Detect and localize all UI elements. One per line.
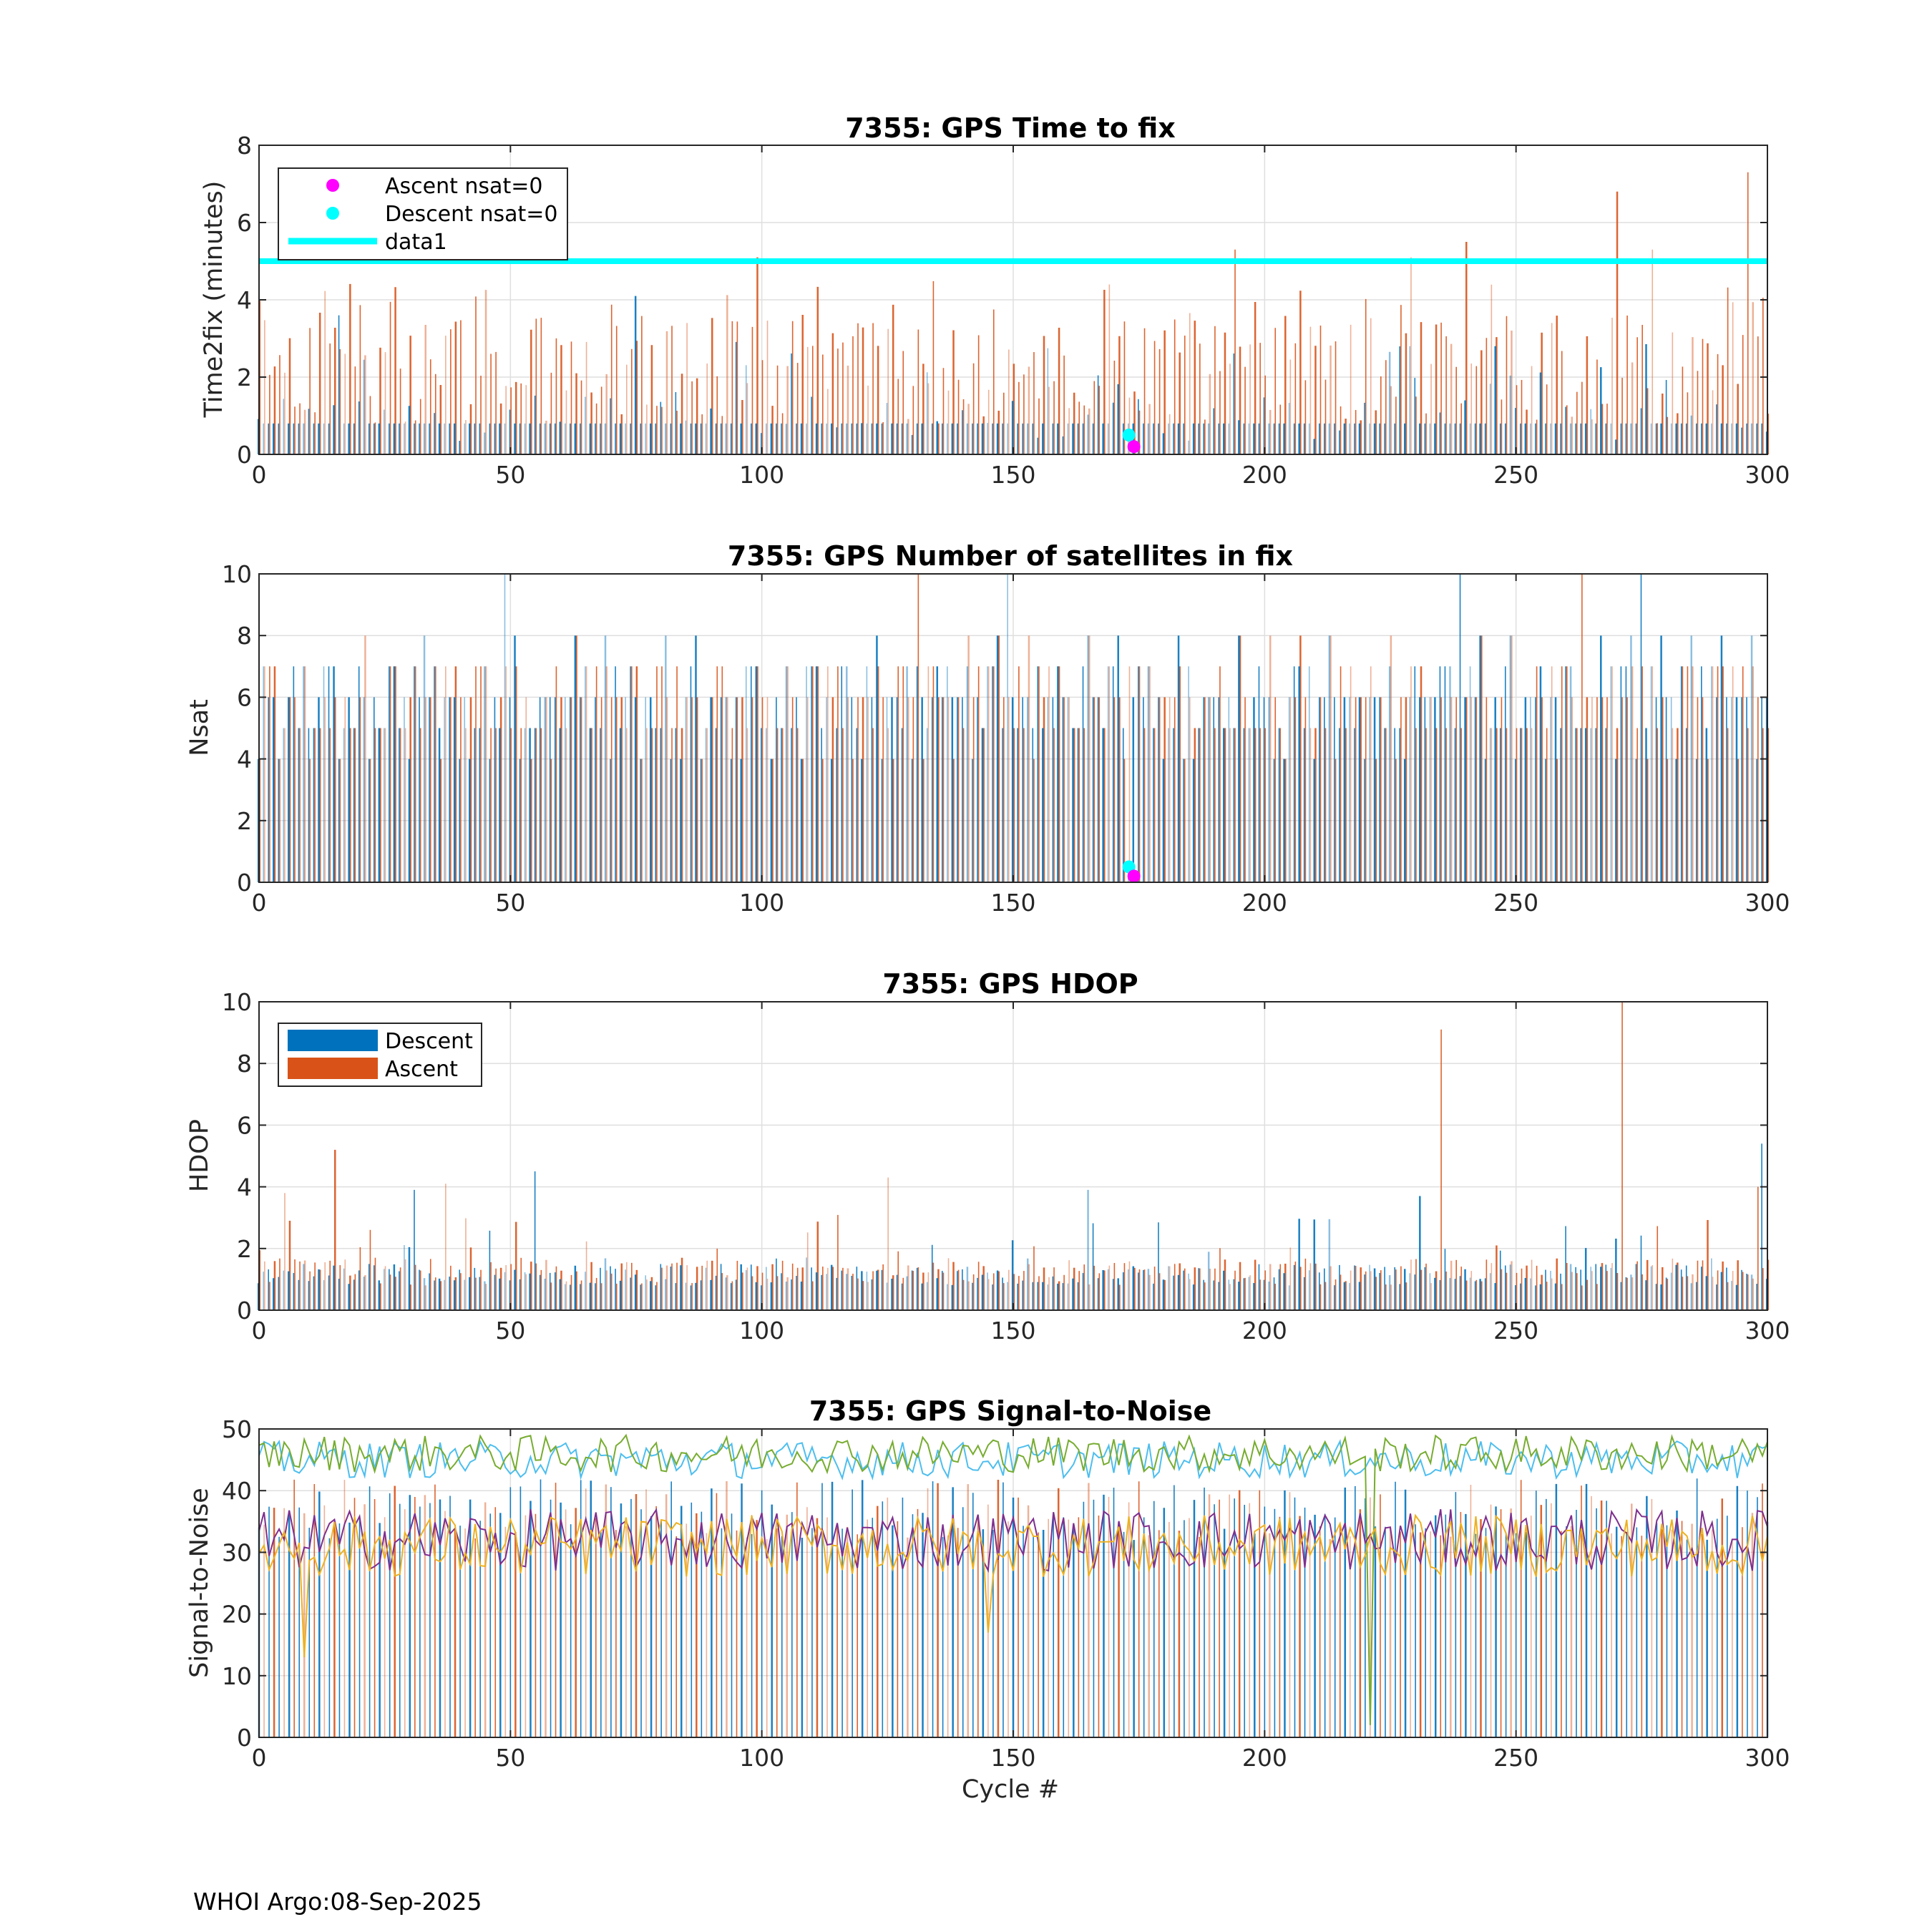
y-tick-label: 8 [237,622,252,650]
y-tick-label: 10 [222,1662,252,1690]
x-tick-label: 150 [991,889,1036,917]
legend-label: Descent [385,1029,473,1054]
x-tick-label: 250 [1493,461,1538,489]
x-tick-label: 300 [1745,889,1790,917]
y-tick-label: 40 [222,1477,252,1505]
x-tick-label: 0 [252,461,267,489]
x-tick-label: 250 [1493,1744,1538,1772]
y-tick-label: 2 [237,807,252,835]
legend-swatch-ascent [288,1058,378,1079]
y-tick-label: 2 [237,1235,252,1263]
legend-label: Ascent [385,1057,458,1082]
marker-ascent-nsat0 [1127,440,1141,454]
x-tick-label: 100 [739,1317,784,1345]
x-tick-label: 0 [252,1744,267,1772]
y-tick-label: 6 [237,209,252,237]
y-tick-label: 0 [237,869,252,897]
x-tick-label: 50 [495,461,525,489]
y-tick-label: 10 [222,560,252,588]
y-tick-label: 6 [237,1111,252,1139]
y-tick-label: 0 [237,1724,252,1752]
y-tick-label: 4 [237,746,252,774]
x-tick-label: 50 [495,1744,525,1772]
legend-label: Descent nsat=0 [385,202,557,227]
chart-hdop: 7355: GPS HDOP HDOP 0 50 100 150 200 250 300 0 2… [185,968,1790,1345]
legend-label: Ascent nsat=0 [385,174,542,199]
chart-title: 7355: GPS Signal-to-Noise [809,1395,1211,1427]
marker-ascent-nsat0 [1127,869,1141,883]
chart-title: 7355: GPS HDOP [882,968,1138,1000]
x-tick-label: 0 [252,1317,267,1345]
y-tick-label: 10 [222,988,252,1016]
x-tick-label: 250 [1493,889,1538,917]
plot-frame [258,145,1768,455]
bars [257,1002,1770,1310]
x-tick-label: 300 [1745,1744,1790,1772]
x-tick-label: 200 [1242,1744,1287,1772]
y-tick-label: 0 [237,441,252,469]
x-tick-label: 100 [739,889,784,917]
x-tick-label: 150 [991,1744,1036,1772]
chart-title: 7355: GPS Time to fix [845,112,1176,144]
plot-frame [258,573,1768,883]
chart-time-to-fix: 7355: GPS Time to fix Time2fix (minutes)… [200,112,1790,489]
legend-swatch-descent [288,1030,378,1051]
y-tick-label: 8 [237,1050,252,1078]
chart-number-of-satellites: 7355: GPS Number of satellites in fix Ns… [185,540,1790,917]
y-tick-label: 2 [237,364,252,391]
chart-title: 7355: GPS Number of satellites in fix [728,540,1293,572]
legend: Descent Ascent [278,1023,482,1087]
overlay [258,1433,1768,1725]
chart-signal-to-noise: 7355: GPS Signal-to-Noise Signal-to-Nois… [185,1395,1790,1804]
snr-series-line [258,1513,1768,1657]
x-tick-label: 100 [739,461,784,489]
legend-marker-descent [326,207,339,220]
x-tick-label: 100 [739,1744,784,1772]
x-axis-label: Cycle # [962,1775,1059,1804]
x-tick-label: 50 [495,889,525,917]
x-tick-label: 150 [991,1317,1036,1345]
plot-frame [258,1001,1768,1311]
x-tick-label: 250 [1493,1317,1538,1345]
x-tick-label: 200 [1242,1317,1287,1345]
x-tick-label: 300 [1745,461,1790,489]
ticks: 0 50 100 150 200 250 300 0 2 4 6 8 [237,132,1790,489]
bars [258,1478,1769,1737]
marker-descent-nsat0 [1122,429,1136,441]
x-tick-label: 150 [991,461,1036,489]
x-tick-label: 200 [1242,461,1287,489]
y-tick-label: 8 [237,132,252,160]
bars [257,574,1770,882]
snr-series-line [258,1508,1768,1574]
y-tick-label: 30 [222,1538,252,1566]
y-tick-label: 6 [237,683,252,711]
snr-series-line [258,1433,1768,1725]
y-tick-label: 0 [237,1297,252,1324]
ticks: 0 50 100 150 200 250 300 0 10 20 30 40 50 [222,1415,1790,1772]
x-tick-label: 200 [1242,889,1287,917]
x-tick-label: 50 [495,1317,525,1345]
plot-frame [258,1428,1768,1738]
y-tick-label: 4 [237,1174,252,1201]
y-axis-label: Signal-to-Noise [185,1488,214,1678]
y-tick-label: 20 [222,1601,252,1629]
footer-label: WHOI Argo:08-Sep-2025 [193,1888,482,1916]
y-axis-label: HDOP [185,1119,214,1192]
legend: Ascent nsat=0 Descent nsat=0 data1 [278,167,568,260]
ticks: 0 50 100 150 200 250 300 0 2 4 6 8 10 [222,988,1790,1345]
x-tick-label: 300 [1745,1317,1790,1345]
legend-label: data1 [385,230,447,255]
y-tick-label: 50 [222,1415,252,1443]
y-tick-label: 4 [237,286,252,314]
overlay [1122,860,1141,883]
legend-marker-ascent [326,179,339,192]
y-axis-label: Time2fix (minutes) [200,181,228,419]
overlay [259,258,1767,454]
x-tick-label: 0 [252,889,267,917]
ticks: 0 50 100 150 200 250 300 0 2 4 6 8 10 [222,560,1790,917]
y-axis-label: Nsat [185,699,214,756]
